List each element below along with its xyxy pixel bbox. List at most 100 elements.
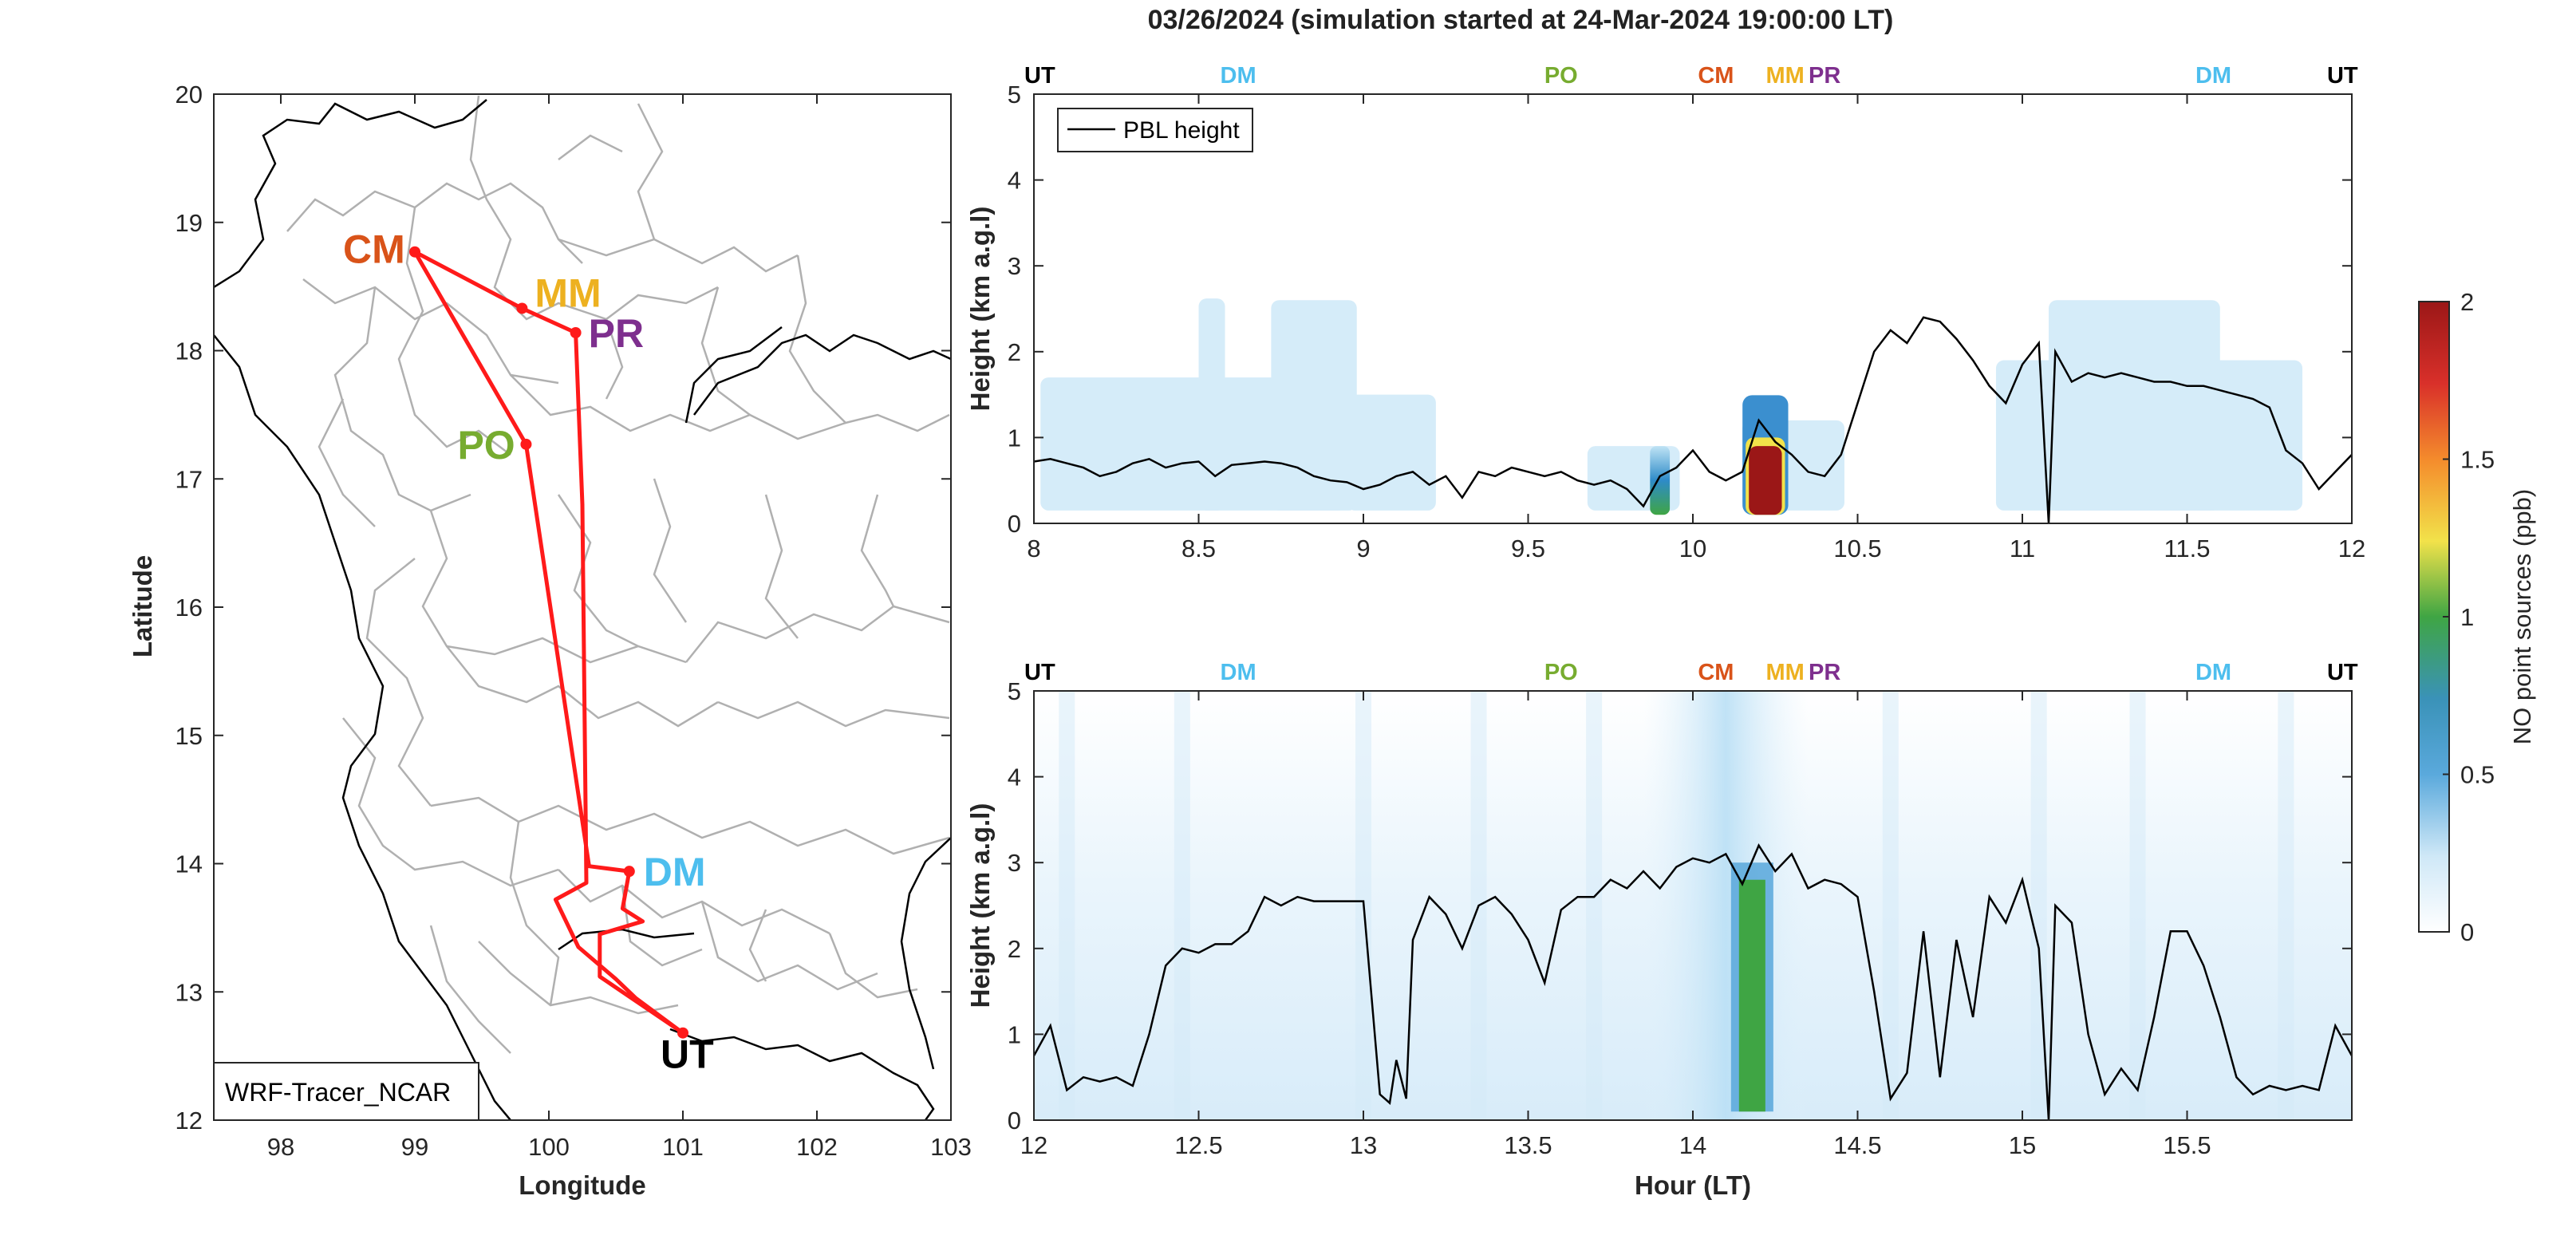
site-label-ut: UT (2327, 660, 2358, 685)
site-label-ut: UT (1024, 660, 1055, 685)
site-marker-po (520, 438, 532, 450)
country-borders (214, 99, 951, 1120)
lower-site-labels: UT DM PO CM MM PR DM UT (1024, 660, 2358, 685)
y-tick-label: 0 (1008, 510, 1021, 538)
site-label-cm: CM (1698, 63, 1734, 89)
x-tick-label: 8 (1027, 535, 1040, 562)
x-tick-label: 12 (2338, 535, 2365, 562)
x-tick-label: 13 (1350, 1131, 1377, 1159)
colorbar-tick-label: 0.5 (2460, 761, 2495, 789)
x-tick-label: 11 (2010, 535, 2035, 562)
map-y-tick-label: 20 (176, 81, 203, 109)
province-boundaries (286, 95, 950, 1054)
plume-block (1198, 298, 1225, 511)
site-label-cm: CM (1698, 660, 1734, 685)
map-y-ticks: 12 13 14 15 16 17 18 19 20 (176, 81, 951, 1135)
x-tick-label: 9 (1356, 535, 1370, 562)
site-label-pr: PR (1809, 63, 1840, 89)
colorbar-label: NO point sources (ppb) (2508, 489, 2536, 744)
plume-blocks (1040, 298, 2303, 511)
pbl-line-lower (1034, 843, 2352, 1120)
lower-x-ticks: 12 12.5 13 13.5 14 14.5 15 15.5 (1020, 691, 2211, 1159)
lower-x-label: Hour (LT) (1635, 1170, 1751, 1200)
colorbar-ticks: 0 0.5 1 1.5 2 (2443, 288, 2495, 946)
plume-streak (2129, 691, 2146, 1120)
model-label: WRF-Tracer_NCAR (225, 1078, 451, 1107)
site-label-ut: UT (1024, 63, 1055, 89)
map-y-tick-label: 15 (176, 722, 203, 750)
site-marker-dm (623, 866, 635, 878)
x-tick-label: 10.5 (1833, 535, 1881, 562)
plume-streak (2278, 691, 2294, 1120)
plume-band (1643, 691, 1809, 1120)
site-label-dm: DM (644, 850, 706, 894)
y-tick-label: 5 (1008, 81, 1021, 109)
site-label-dm: DM (1221, 63, 1256, 89)
upper-site-labels: UT DM PO CM MM PR DM UT (1024, 63, 2358, 89)
plume-core (1730, 862, 1773, 1112)
site-label-ut: UT (2327, 63, 2358, 89)
plume-streak (1174, 691, 1190, 1120)
site-label-po: PO (1544, 63, 1578, 89)
legend-label: PBL height (1123, 117, 1240, 144)
map-y-tick-label: 17 (176, 465, 203, 493)
map-x-tick-label: 99 (401, 1133, 428, 1161)
site-label-dm: DM (1221, 660, 1256, 685)
map-x-tick-label: 102 (796, 1133, 838, 1161)
y-tick-label: 3 (1008, 849, 1021, 877)
site-label-po: PO (1544, 660, 1578, 685)
y-tick-label: 2 (1008, 935, 1021, 963)
site-label-ut: UT (661, 1032, 714, 1077)
upper-x-ticks: 8 8.5 9 9.5 10 10.5 11 11.5 12 (1027, 94, 2365, 562)
site-label-po: PO (457, 423, 515, 468)
site-label-pr: PR (589, 311, 644, 356)
x-tick-label: 12.5 (1174, 1131, 1222, 1159)
legend: PBL height (1057, 108, 1253, 152)
plume-core-peak (1749, 446, 1782, 515)
x-tick-label: 15 (2009, 1131, 2036, 1159)
plume-core (1650, 446, 1671, 515)
site-marker-pr (570, 326, 582, 338)
x-tick-label: 12 (1020, 1131, 1047, 1159)
figure-title: 03/26/2024 (simulation started at 24-Mar… (1148, 5, 1894, 35)
plume-block (1271, 300, 1357, 511)
site-marker-cm (409, 246, 420, 258)
plume-block (2049, 300, 2220, 511)
x-tick-label: 15.5 (2163, 1131, 2211, 1159)
upper-y-ticks: 0 1 2 3 4 5 (1008, 81, 2352, 538)
model-label-box: WRF-Tracer_NCAR (213, 1062, 479, 1121)
colorbar-tick-label: 1 (2460, 603, 2474, 631)
plume-streak (1059, 691, 1075, 1120)
map-x-tick-label: 103 (930, 1133, 972, 1161)
map-y-label: Latitude (128, 555, 157, 657)
lower-y-label: Height (km a.g.l) (965, 803, 995, 1008)
plume-streak (1882, 691, 1899, 1120)
plume-core-green (1738, 879, 1765, 1112)
y-tick-label: 1 (1008, 1020, 1021, 1048)
pbl-line-upper (1034, 316, 2352, 523)
site-label-mm: MM (1765, 63, 1804, 89)
plume-cores (1650, 395, 1789, 515)
colorbar-tick-label: 2 (2460, 288, 2474, 316)
plume-streak (1586, 691, 1603, 1120)
site-label-cm: CM (343, 227, 405, 272)
x-tick-label: 13.5 (1504, 1131, 1552, 1159)
plume-block (1040, 377, 1347, 511)
colorbar: 0 0.5 1 1.5 2 NO point sources (ppb) (2418, 288, 2536, 946)
colorbar-tick-label: 1.5 (2460, 446, 2495, 474)
flight-track (412, 250, 684, 1035)
map-x-tick-label: 100 (528, 1133, 570, 1161)
map-y-tick-label: 19 (176, 209, 203, 237)
map-y-tick-label: 13 (176, 978, 203, 1006)
map-x-tick-label: 98 (267, 1133, 294, 1161)
x-tick-label: 11.5 (2164, 535, 2210, 562)
map-y-tick-label: 14 (176, 850, 203, 878)
site-label-mm: MM (535, 270, 601, 315)
lower-y-ticks: 0 1 2 3 4 5 (1008, 677, 2352, 1135)
